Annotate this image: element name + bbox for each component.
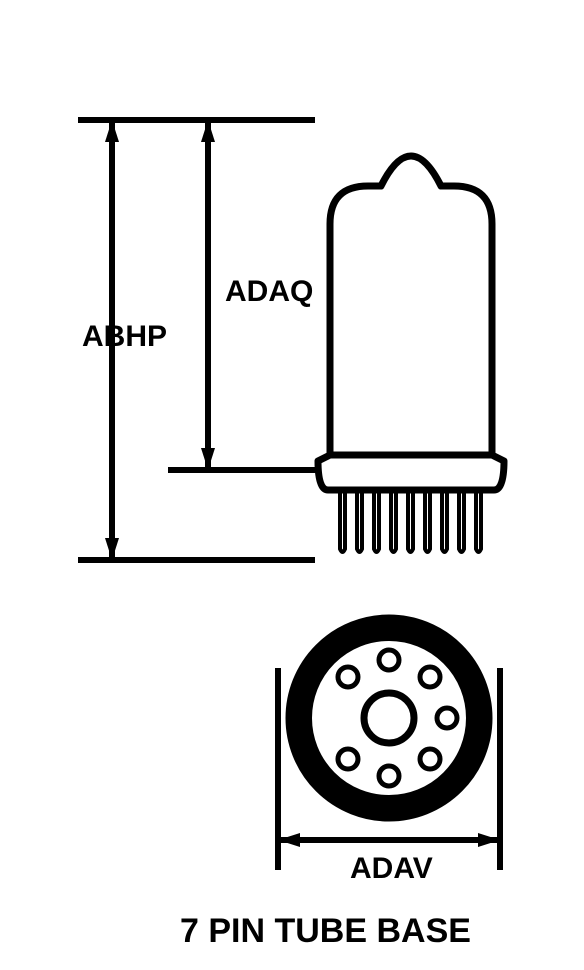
tube-diagram [0, 0, 584, 970]
label-adav: ADAV [350, 852, 433, 886]
diagram-title: 7 PIN TUBE BASE [180, 912, 471, 951]
label-abhp: ABHP [82, 320, 167, 354]
label-adaq: ADAQ [225, 275, 313, 309]
